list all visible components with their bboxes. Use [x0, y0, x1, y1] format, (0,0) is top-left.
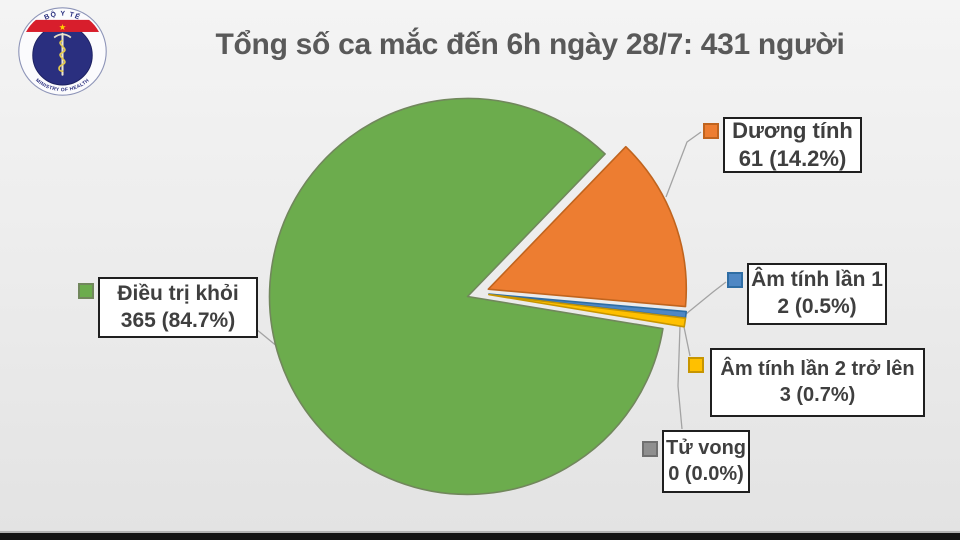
leader-line-duong-tinh: [665, 131, 702, 198]
callout-value: 365 (84.7%): [120, 308, 236, 332]
callout-value: 3 (0.7%): [779, 383, 856, 406]
callout-value: 61 (14.2%): [738, 146, 847, 171]
callout-label: Âm tính lần 1: [751, 268, 883, 292]
pie-slice-duong-tinh: [487, 145, 688, 308]
leader-line-am-tinh-lan-2: [683, 326, 691, 357]
callout-label: Âm tính lần 2 trở lên: [720, 357, 915, 380]
caduceus-icon: [53, 32, 72, 76]
callout-am-tinh-lan-1: Âm tính lần 1 2 (0.5%): [747, 263, 887, 325]
callout-dieu-tri-khoi: Điều trị khỏi 365 (84.7%): [98, 277, 258, 338]
callout-value: 0 (0.0%): [668, 462, 744, 485]
legend-marker-dieu-tri-khoi: [78, 283, 94, 299]
leader-line-am-tinh-lan-1: [685, 281, 727, 315]
logo-top-text: BỘ Y TẾ: [43, 9, 82, 22]
slide-bottom-edge: [0, 531, 960, 533]
chart-title: Tổng số ca mắc đến 6h ngày 28/7: 431 ngư…: [215, 28, 845, 61]
leader-line-tu-vong: [677, 325, 683, 430]
callout-label: Điều trị khỏi: [117, 281, 239, 305]
callout-label: Tử vong: [665, 436, 747, 459]
callout-label: Dương tính: [732, 117, 853, 143]
pie-slice-dieu-tri-khoi: [268, 97, 664, 496]
pie-slices: [268, 97, 688, 496]
pie-slice-am-tinh-lan-2: [488, 293, 687, 328]
ministry-of-health-logo: ★ BỘ Y TẾ MINISTRY OF HEALTH: [18, 7, 107, 96]
legend-marker-am-tinh-lan-1: [727, 272, 743, 288]
legend-marker-tu-vong: [642, 441, 658, 457]
star-icon: ★: [59, 22, 67, 32]
letterbox-bar: [0, 533, 960, 540]
legend-marker-am-tinh-lan-2: [688, 357, 704, 373]
callout-value: 2 (0.5%): [777, 295, 857, 318]
legend-marker-duong-tinh: [703, 123, 719, 139]
callout-am-tinh-lan-2: Âm tính lần 2 trở lên 3 (0.7%): [710, 348, 925, 417]
callout-tu-vong: Tử vong 0 (0.0%): [662, 430, 750, 493]
leader-lines: [255, 131, 727, 430]
callout-duong-tinh: Dương tính 61 (14.2%): [723, 117, 862, 173]
logo-red-band: [21, 19, 104, 32]
